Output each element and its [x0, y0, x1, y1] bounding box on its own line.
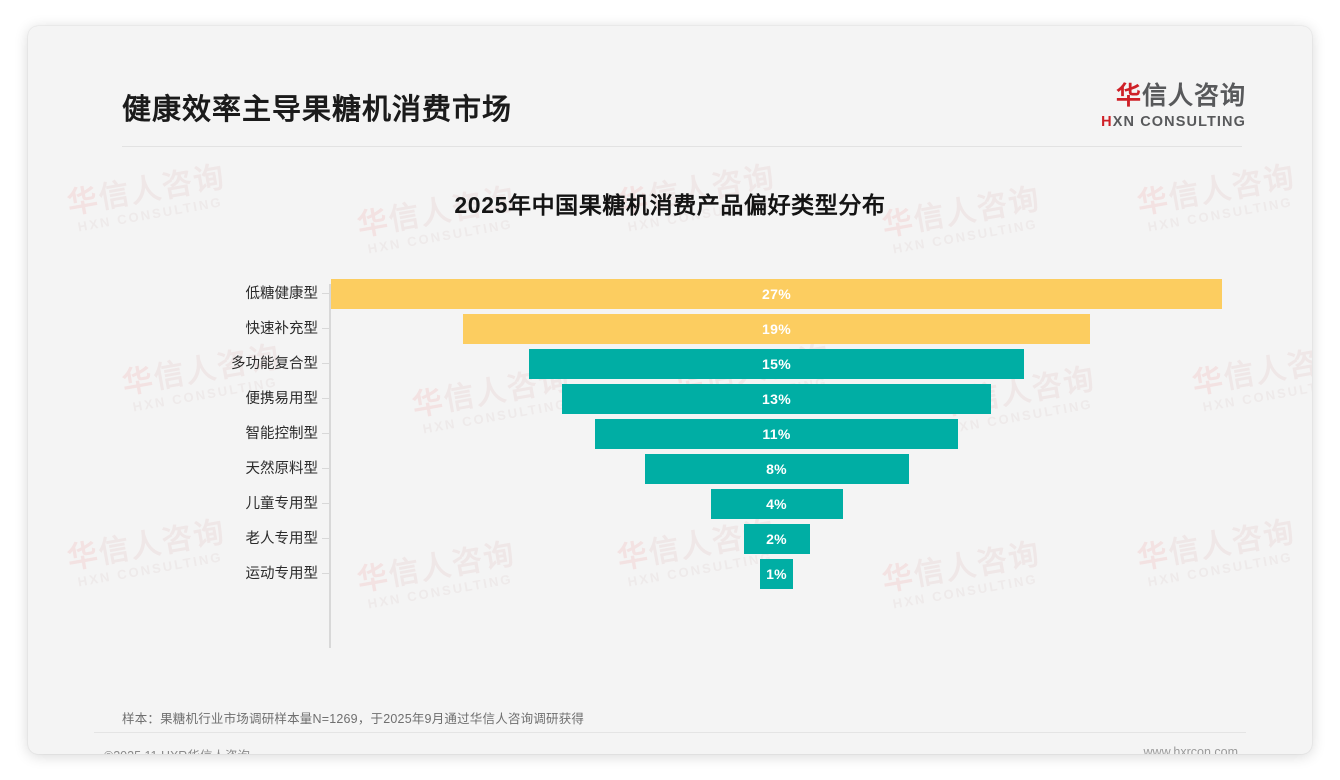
bar-value-label: 2%: [766, 531, 787, 547]
brand-logo-english: HXN CONSULTING: [1101, 114, 1246, 130]
funnel-bar[interactable]: 1%: [760, 559, 793, 589]
bar-value-label: 11%: [762, 426, 791, 442]
funnel-bar[interactable]: 15%: [529, 349, 1024, 379]
bar-track: 2%: [331, 524, 1222, 554]
category-label: 快速补充型: [245, 321, 319, 337]
category-label: 老人专用型: [245, 531, 319, 547]
watermark-english: HXN CONSULTING: [891, 216, 1039, 257]
bar-value-label: 19%: [762, 321, 791, 337]
funnel-bar[interactable]: 4%: [710, 489, 843, 519]
watermark-english: HXN CONSULTING: [366, 216, 514, 257]
chart-title: 2025年中国果糖机消费产品偏好类型分布: [454, 192, 886, 218]
bar-track: 8%: [331, 454, 1222, 484]
bar-value-label: 4%: [766, 496, 787, 512]
axis-tick: [322, 293, 329, 294]
bar-track: 19%: [331, 314, 1222, 344]
funnel-chart: 低糖健康型 27% 快速补充型 19% 多功能复合型 15% 便携易用型 13% 智能控制型 11…: [122, 256, 1222, 656]
funnel-row: 快速补充型 19%: [122, 314, 1222, 344]
axis-tick: [322, 363, 329, 364]
funnel-bar[interactable]: 27%: [331, 279, 1222, 309]
bar-value-label: 1%: [766, 566, 787, 582]
axis-tick: [322, 433, 329, 434]
slide-canvas: 华信人咨询 HXN CONSULTING 华信人咨询 HXN CONSULTING 华信…: [28, 26, 1312, 754]
header-divider: [122, 146, 1242, 147]
funnel-bar[interactable]: 19%: [463, 314, 1090, 344]
category-label: 多功能复合型: [231, 356, 318, 372]
brand-logo-chinese: 华信人咨询: [1101, 82, 1246, 111]
funnel-bar[interactable]: 2%: [743, 524, 810, 554]
footer-divider: [94, 732, 1246, 733]
bar-track: 13%: [331, 384, 1222, 414]
category-label: 低糖健康型: [245, 286, 319, 302]
bar-track: 11%: [331, 419, 1222, 449]
funnel-row: 老人专用型 2%: [122, 524, 1222, 554]
axis-tick: [322, 328, 329, 329]
category-label: 天然原料型: [245, 461, 319, 477]
watermark-chinese-rest: 信人咨询: [1221, 340, 1312, 396]
category-label: 儿童专用型: [245, 496, 319, 512]
slide-header: 健康效率主导果糖机消费市场 华信人咨询 HXN CONSULTING: [94, 58, 1246, 150]
funnel-row: 多功能复合型 15%: [122, 349, 1222, 379]
funnel-row: 儿童专用型 4%: [122, 489, 1222, 519]
bar-track: 15%: [331, 349, 1222, 379]
brand-logo-chinese-rest: 信人咨询: [1141, 82, 1246, 110]
brand-logo: 华信人咨询 HXN CONSULTING: [1101, 82, 1246, 130]
funnel-row: 智能控制型 11%: [122, 419, 1222, 449]
bar-value-label: 8%: [766, 461, 787, 477]
category-label: 便携易用型: [245, 391, 319, 407]
copyright-text: ©2025.11 HXR华信人咨询: [104, 745, 250, 754]
watermark-chinese-accent: 华: [64, 537, 103, 576]
bar-value-label: 13%: [762, 391, 791, 407]
bar-track: 27%: [331, 279, 1222, 309]
bar-value-label: 27%: [762, 286, 791, 302]
axis-tick: [322, 398, 329, 399]
funnel-row: 运动专用型 1%: [122, 559, 1222, 589]
category-label: 运动专用型: [245, 566, 319, 582]
brand-logo-chinese-accent: 华: [1115, 82, 1142, 110]
bar-value-label: 15%: [762, 356, 791, 372]
axis-tick: [322, 573, 329, 574]
bar-track: 4%: [331, 489, 1222, 519]
brand-logo-english-rest: XN CONSULTING: [1112, 113, 1246, 130]
axis-tick: [322, 538, 329, 539]
funnel-bar[interactable]: 8%: [644, 454, 909, 484]
sample-note: 样本：果糖机行业市场调研样本量N=1269，于2025年9月通过华信人咨询调研获…: [122, 712, 585, 726]
funnel-row: 便携易用型 13%: [122, 384, 1222, 414]
slide-footer: ©2025.11 HXR华信人咨询 www.hxrcon.com: [94, 733, 1246, 754]
brand-logo-english-accent: H: [1101, 113, 1113, 130]
axis-tick: [322, 468, 329, 469]
funnel-row: 天然原料型 8%: [122, 454, 1222, 484]
category-label: 智能控制型: [245, 426, 319, 442]
funnel-row: 低糖健康型 27%: [122, 279, 1222, 309]
bar-track: 1%: [331, 559, 1222, 589]
axis-tick: [322, 503, 329, 504]
website-link[interactable]: www.hxrcon.com: [1143, 745, 1238, 754]
page-title: 健康效率主导果糖机消费市场: [122, 94, 513, 126]
funnel-bar[interactable]: 11%: [595, 419, 958, 449]
category-axis-line: [329, 284, 331, 648]
funnel-bar[interactable]: 13%: [562, 384, 991, 414]
